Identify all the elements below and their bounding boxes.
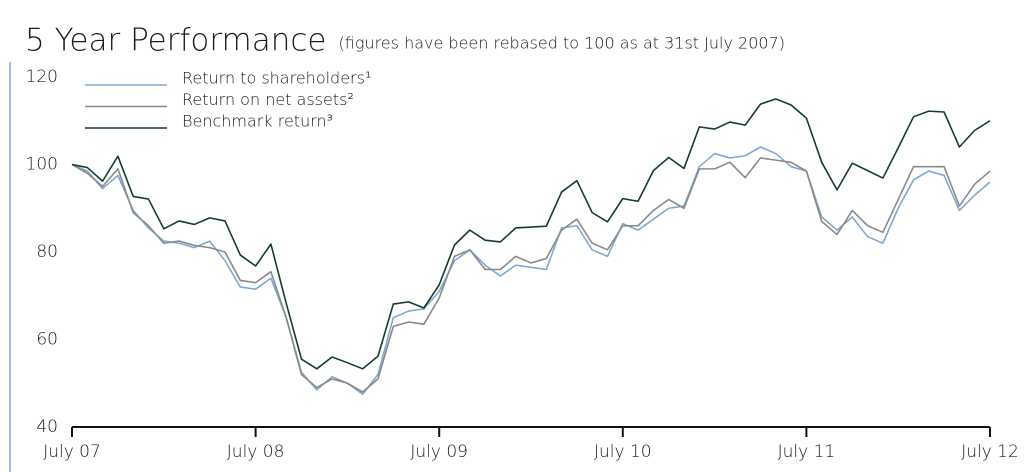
chart-title: 5 Year Performance [25,23,327,59]
series-line [71,98,991,370]
legend-label: Return on net assets² [182,90,354,109]
x-tick-label: July 10 [594,442,652,462]
series-line [71,146,991,395]
x-tick-label: July 07 [43,442,101,462]
x-tick-label: July 09 [410,442,468,462]
series-line [71,157,991,393]
legend-label: Return to shareholders¹ [182,69,371,88]
y-tick-label: 40 [36,417,58,437]
y-tick-label: 120 [26,67,58,87]
y-tick-label: 80 [36,242,58,262]
x-tick-label: July 11 [778,442,836,462]
chart-subtitle: (figures have been rebased to 100 as at … [339,34,785,53]
x-tick-label: July 12 [961,442,1019,462]
legend-label: Benchmark return³ [182,112,333,131]
y-tick-label: 60 [36,330,58,350]
x-tick-label: July 08 [227,442,285,462]
y-tick-label: 100 [26,155,58,175]
